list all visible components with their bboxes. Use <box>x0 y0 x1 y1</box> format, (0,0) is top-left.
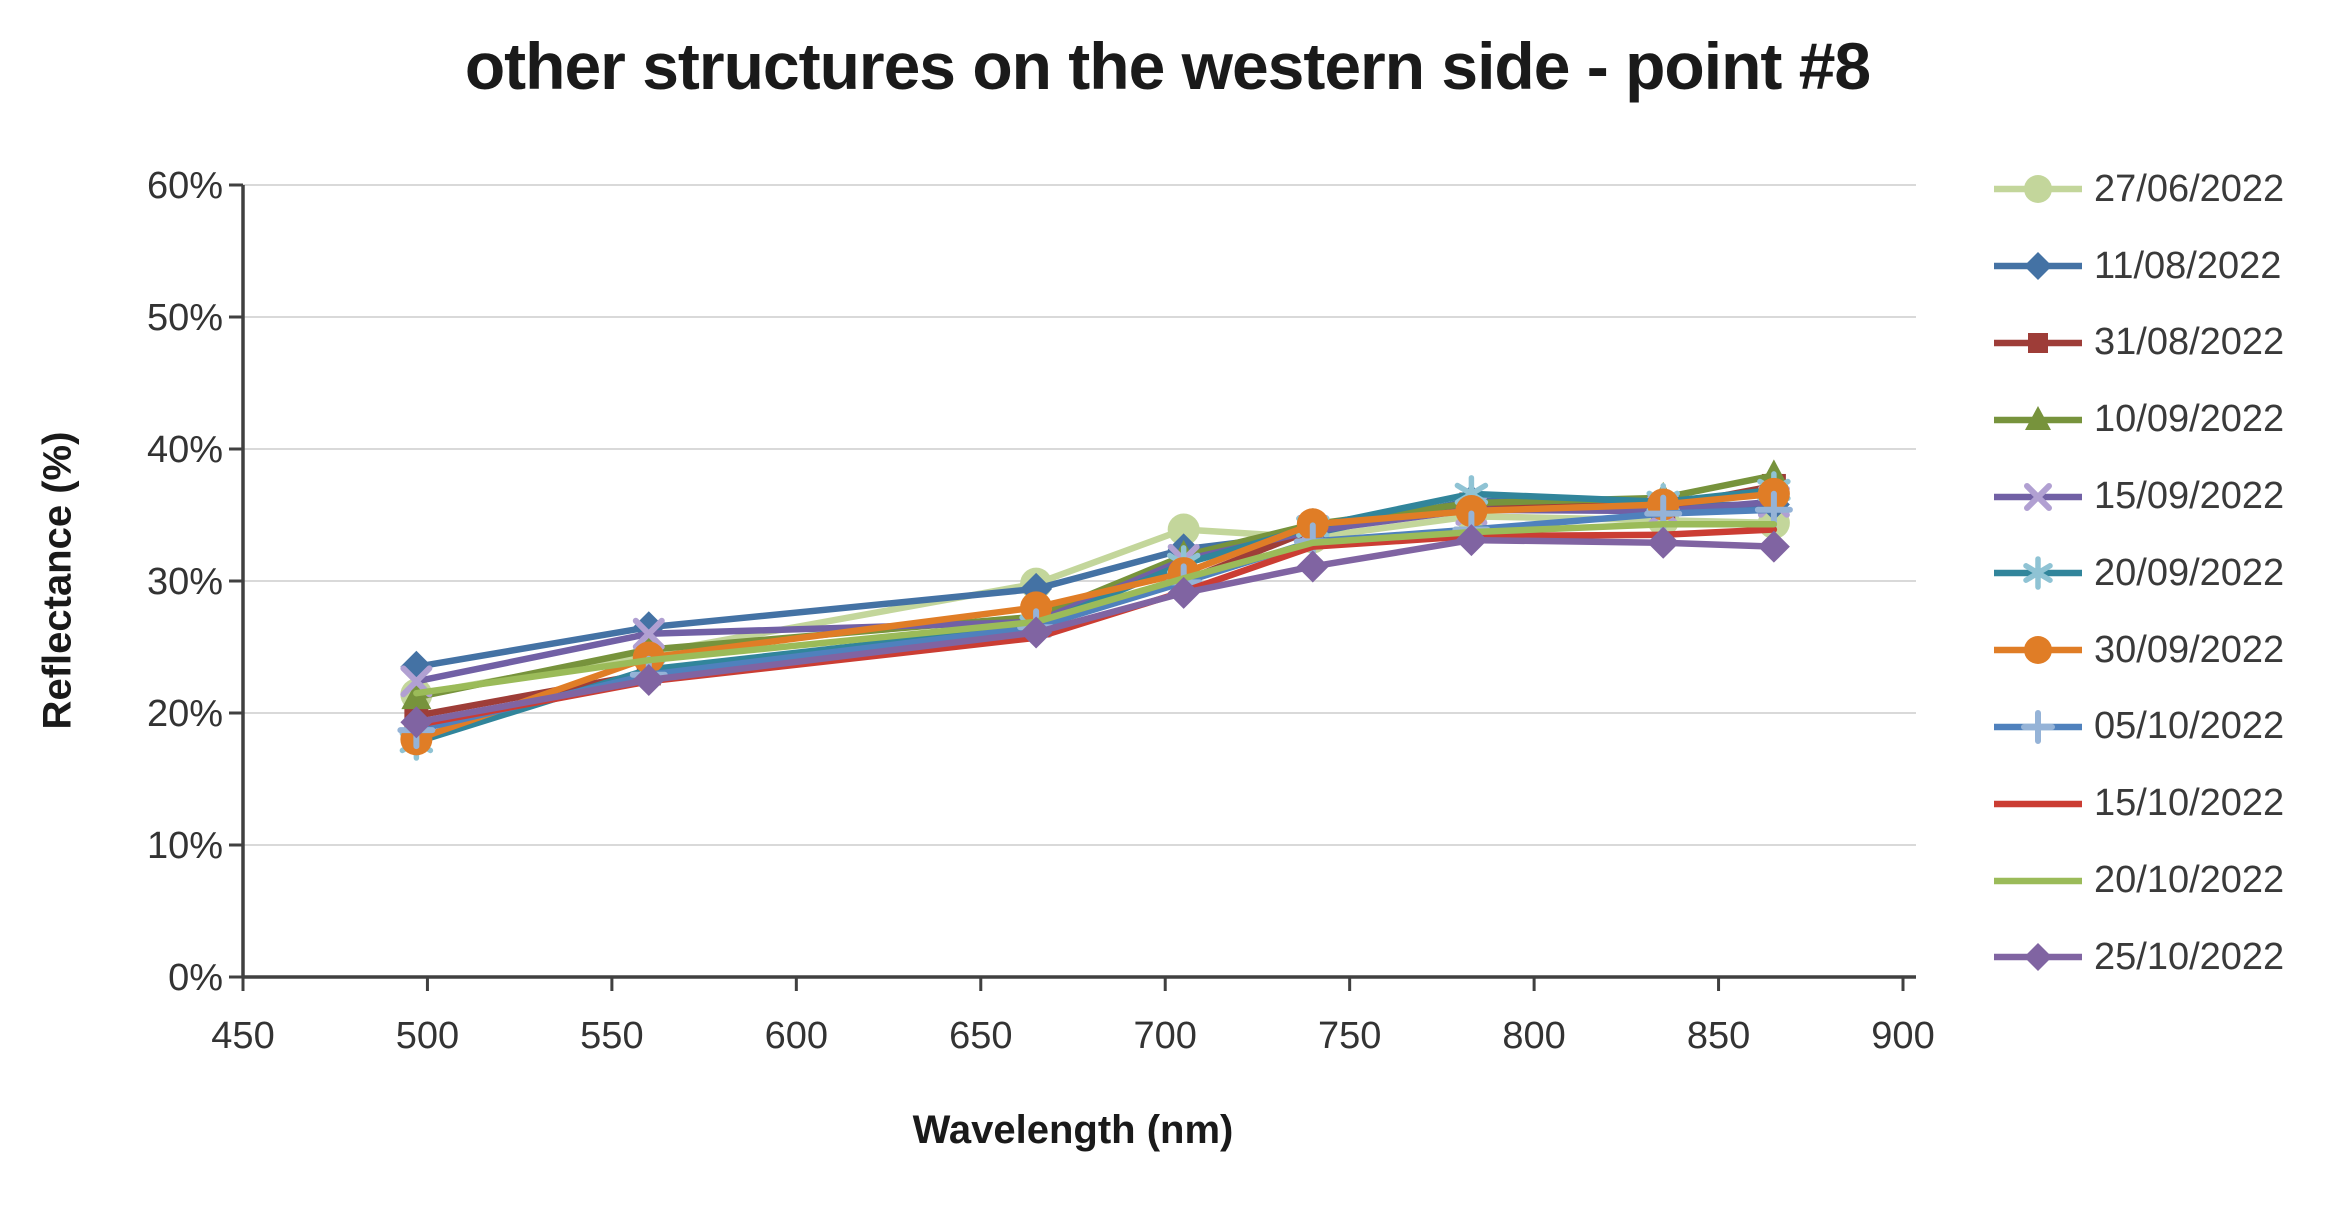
legend: 27/06/2022 11/08/2022 31/08/2022 10/09/2022… <box>1992 151 2284 996</box>
legend-key-icon <box>1994 252 2082 281</box>
x-tick-label: 450 <box>211 1015 274 1057</box>
x-tick-label: 550 <box>580 1015 643 1057</box>
legend-label: 25/10/2022 <box>2094 935 2285 978</box>
marker-plus <box>2021 709 2055 744</box>
legend-item: 11/08/2022 <box>1992 228 2284 305</box>
marker-diamond <box>1455 524 1488 557</box>
x-tick-label: 700 <box>1134 1015 1197 1057</box>
marker-diamond <box>1020 616 1053 649</box>
marker-circle <box>2024 175 2052 204</box>
y-tick-label: 0% <box>168 957 223 999</box>
y-tick-label: 30% <box>147 561 223 603</box>
x-tick-label: 900 <box>1871 1015 1934 1057</box>
marker-diamond <box>1296 550 1329 583</box>
marker-diamond <box>1757 530 1790 563</box>
marker-x <box>2024 482 2052 511</box>
legend-item: 25/10/2022 <box>1992 919 2284 996</box>
marker-diamond <box>400 706 433 739</box>
y-tick-label: 40% <box>147 429 223 471</box>
legend-item: 27/06/2022 <box>1992 151 2284 228</box>
legend-item: 20/10/2022 <box>1992 842 2284 919</box>
legend-item: 15/10/2022 <box>1992 765 2284 842</box>
legend-label: 20/10/2022 <box>2094 859 2285 902</box>
legend-key-icon <box>1994 943 2082 972</box>
legend-label: 10/09/2022 <box>2094 398 2285 441</box>
legend-key-icon <box>1994 482 2082 511</box>
legend-key-icon <box>1994 332 2082 353</box>
legend-label: 20/09/2022 <box>2094 551 2285 594</box>
legend-label: 15/09/2022 <box>2094 475 2285 518</box>
legend-label: 31/08/2022 <box>2094 321 2285 364</box>
marker-square <box>2028 332 2048 353</box>
series-line-25-10-2022 <box>413 536 1778 726</box>
marker-triangle <box>2025 405 2051 430</box>
marker-circle <box>2024 636 2052 665</box>
series-markers-11-08-2022 <box>400 484 1790 683</box>
marker-diamond <box>2024 943 2052 972</box>
legend-label: 27/06/2022 <box>2094 167 2285 210</box>
legend-key-icon <box>1994 636 2082 665</box>
legend-key-icon <box>1994 877 2082 884</box>
marker-plus <box>1754 490 1793 529</box>
marker-diamond <box>1167 576 1200 609</box>
marker-diamond <box>1647 526 1680 559</box>
chart-title: other structures on the western side - p… <box>464 29 1871 103</box>
marker-diamond <box>632 664 665 696</box>
x-tick-label: 500 <box>396 1015 459 1057</box>
legend-label: 05/10/2022 <box>2094 705 2285 748</box>
legend-key-icon <box>1994 556 2082 591</box>
marker-diamond <box>2024 252 2052 281</box>
marker-asterisk <box>2023 556 2053 591</box>
legend-key-icon <box>1994 175 2082 204</box>
legend-key-icon <box>1994 405 2082 430</box>
series-markers-25-10-2022 <box>400 524 1790 739</box>
legend-key-icon <box>1994 800 2082 808</box>
y-tick-label: 60% <box>147 165 223 207</box>
legend-item: 30/09/2022 <box>1992 612 2284 689</box>
legend-item: 20/09/2022 <box>1992 535 2284 612</box>
marker-circle <box>1020 591 1053 624</box>
legend-item: 05/10/2022 <box>1992 689 2284 766</box>
y-tick-label: 10% <box>147 825 223 867</box>
legend-item: 31/08/2022 <box>1992 305 2284 382</box>
legend-key-icon <box>1994 709 2082 744</box>
y-tick-label: 50% <box>147 297 223 339</box>
x-axis-title: Wavelength (nm) <box>912 1108 1234 1152</box>
x-tick-label: 600 <box>765 1015 828 1057</box>
legend-label: 30/09/2022 <box>2094 628 2285 671</box>
legend-label: 15/10/2022 <box>2094 782 2285 825</box>
x-tick-label: 750 <box>1318 1015 1381 1057</box>
legend-label: 11/08/2022 <box>2094 244 2282 287</box>
series-line-20-10-2022 <box>413 520 1778 697</box>
marker-circle <box>1167 513 1200 546</box>
x-tick-label: 650 <box>949 1015 1012 1057</box>
legend-item: 10/09/2022 <box>1992 381 2284 458</box>
x-tick-label: 850 <box>1687 1015 1750 1057</box>
series-line-30-09-2022 <box>413 490 1778 743</box>
x-tick-label: 800 <box>1502 1015 1565 1057</box>
marker-x <box>632 617 665 650</box>
y-tick-label: 20% <box>147 693 223 735</box>
legend-item: 15/09/2022 <box>1992 458 2284 535</box>
